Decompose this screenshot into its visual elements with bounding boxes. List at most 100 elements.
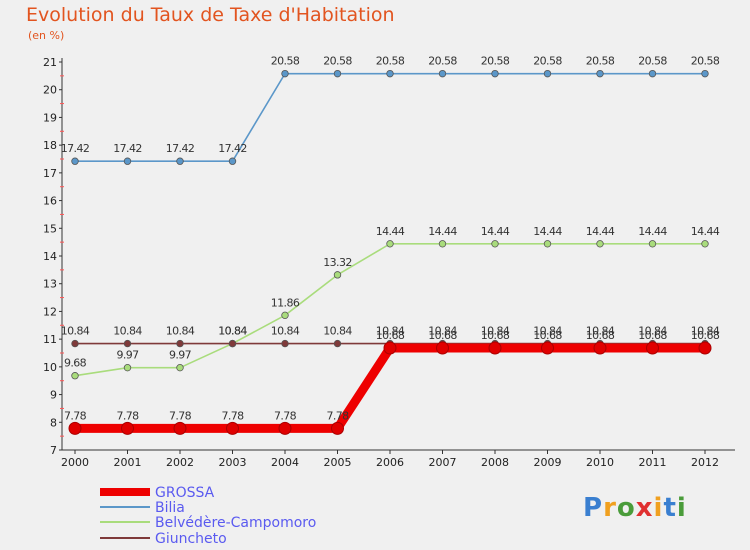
series-belv-d-re-campomoro (71, 240, 709, 380)
data-label: 9.97 (116, 349, 139, 362)
brand-letter: i (677, 493, 687, 523)
data-label: 20.58 (691, 55, 720, 68)
data-label: 20.58 (428, 55, 457, 68)
data-point (491, 69, 499, 78)
data-label: 10.84 (218, 325, 247, 338)
data-point (438, 240, 447, 248)
data-label: 14.44 (691, 225, 720, 238)
data-label: 10.68 (638, 329, 667, 342)
data-label: 9.97 (169, 349, 192, 362)
y-tick-label: 13 (43, 278, 57, 291)
data-label: 14.44 (428, 225, 457, 238)
y-tick-label: 15 (43, 222, 57, 235)
data-label: 10.68 (691, 329, 720, 342)
data-point (596, 69, 604, 78)
data-label: 7.78 (274, 409, 297, 422)
x-tick-label: 2010 (586, 456, 614, 469)
brand-text: Proxiti (583, 493, 687, 523)
data-label: 7.78 (64, 409, 87, 422)
data-point (121, 421, 134, 435)
series-grossa (68, 341, 712, 435)
data-label: 7.78 (221, 409, 244, 422)
chart-title: Evolution du Taux de Taxe d'Habitation (26, 4, 395, 26)
data-label: 10.68 (586, 329, 615, 342)
data-point (228, 339, 237, 348)
data-label: 17.42 (61, 142, 90, 155)
y-tick-label: 21 (43, 56, 57, 69)
data-label: 10.84 (113, 325, 142, 338)
data-point (226, 421, 239, 435)
data-label: 10.84 (638, 325, 667, 338)
data-label: 20.58 (271, 55, 300, 68)
data-label: 13.32 (323, 256, 352, 269)
data-point (333, 339, 342, 348)
data-label: 11.86 (271, 296, 300, 309)
y-tick-label: 12 (43, 305, 57, 318)
data-point (228, 157, 237, 165)
data-label: 17.42 (166, 142, 195, 155)
data-point (646, 341, 659, 355)
data-point (543, 240, 552, 248)
data-label: 10.84 (533, 325, 562, 338)
data-point (648, 240, 657, 248)
data-point (176, 157, 184, 165)
data-label: 20.58 (638, 55, 667, 68)
data-label: 10.84 (218, 325, 247, 338)
y-tick-label: 20 (43, 84, 57, 97)
data-point (438, 69, 447, 78)
data-point (383, 341, 397, 355)
data-label: 10.84 (61, 325, 90, 338)
legend-item: Giuncheto (100, 531, 227, 547)
series-bilia (71, 69, 709, 165)
y-tick-label: 19 (43, 111, 57, 124)
series-lines (68, 69, 712, 435)
data-label: 10.68 (533, 329, 562, 342)
data-point (176, 363, 184, 372)
data-point (71, 157, 79, 165)
data-point (281, 69, 289, 78)
data-label: 14.44 (376, 225, 405, 238)
data-label: 17.42 (218, 142, 247, 155)
chart-subtitle: (en %) (28, 29, 65, 42)
data-point (386, 240, 394, 248)
legend-label: Bilia (155, 500, 185, 516)
data-label: 20.58 (323, 55, 352, 68)
data-point (331, 421, 344, 435)
x-tick-label: 2005 (324, 456, 352, 469)
brand-letter: P (583, 493, 603, 523)
data-label: 7.78 (116, 409, 139, 422)
brand-logo: Proxiti (583, 493, 687, 523)
data-label: 20.58 (586, 55, 615, 68)
data-point (701, 69, 709, 78)
x-tick-label: 2006 (376, 456, 404, 469)
data-point (491, 240, 499, 248)
y-tick-label: 18 (43, 139, 57, 152)
y-tick-label: 17 (43, 167, 57, 180)
data-point (281, 311, 289, 320)
x-tick-label: 2009 (534, 456, 562, 469)
data-point (173, 421, 187, 435)
y-tick-label: 16 (43, 195, 57, 208)
y-tick-label: 11 (43, 333, 57, 346)
data-label: 20.58 (533, 55, 562, 68)
data-point (436, 341, 449, 355)
data-label: 17.42 (113, 142, 142, 155)
x-tick-label: 2012 (691, 456, 719, 469)
data-label: 7.78 (169, 409, 192, 422)
y-tick-label: 9 (50, 389, 57, 402)
data-label: 10.84 (691, 325, 720, 338)
data-label: 9.68 (64, 357, 87, 370)
brand-letter: r (603, 493, 617, 523)
data-label: 10.68 (376, 329, 405, 342)
brand-letter: t (663, 493, 676, 523)
data-point (488, 341, 502, 355)
data-label: 10.84 (323, 325, 352, 338)
data-point (71, 339, 79, 348)
legend-item: Bilia (100, 500, 185, 516)
data-point (596, 240, 604, 248)
data-point (68, 421, 82, 435)
data-point (281, 339, 289, 348)
axes: 7 8 9 10 11 12 13 14 15 16 17 18 19 20 21 2000 2001 2002 2… (43, 56, 735, 469)
